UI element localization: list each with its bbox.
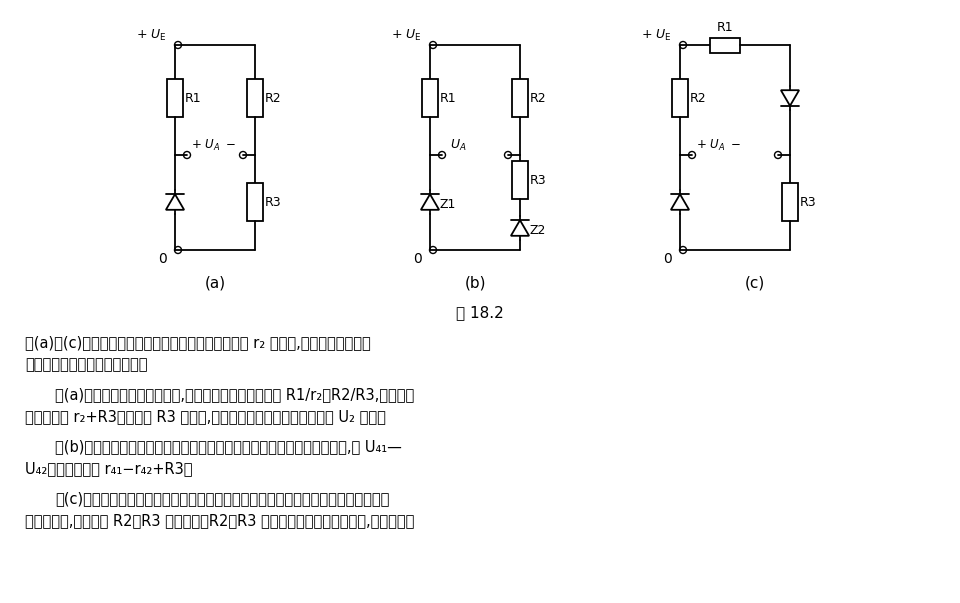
Bar xyxy=(710,37,740,52)
Text: 0: 0 xyxy=(663,252,672,266)
Bar xyxy=(782,183,798,221)
Text: (b): (b) xyxy=(465,275,486,290)
Text: 出电阻约为 r₂+R3。为降低 R3 上压降,输出电压应同稳压管的工作电压 U₂ 相等。: 出电阻约为 r₂+R3。为降低 R3 上压降,输出电压应同稳压管的工作电压 U₂… xyxy=(25,409,386,424)
Text: $+\ U_{\rm E}$: $+\ U_{\rm E}$ xyxy=(392,28,422,43)
Text: R1: R1 xyxy=(440,92,457,104)
Bar xyxy=(512,79,528,117)
Text: U₄₂。输出电阻为 r₄₁−r₄₂+R3。: U₄₂。输出电阻为 r₄₁−r₄₂+R3。 xyxy=(25,461,193,476)
Text: R1: R1 xyxy=(717,21,733,34)
Text: R2: R2 xyxy=(530,92,546,104)
Text: 0: 0 xyxy=(413,252,422,266)
Text: $U_A$: $U_A$ xyxy=(450,138,467,153)
Text: 图(b)电路特别适于稳定低电压。输出电压约等于两个稳压管工作电压之差,即 U₄₁—: 图(b)电路特别适于稳定低电压。输出电压约等于两个稳压管工作电压之差,即 U₄₁… xyxy=(55,439,402,454)
Bar xyxy=(512,161,528,199)
Text: $+\ U_A\ -$: $+\ U_A\ -$ xyxy=(191,138,236,153)
Text: 图(a)电路负载接在桥对角线上,在稳压范围中点满足条件 R1/r₂＝R2/R3,电路的输: 图(a)电路负载接在桥对角线上,在稳压范围中点满足条件 R1/r₂＝R2/R3,… xyxy=(55,387,415,402)
Text: $+\ U_A\ -$: $+\ U_A\ -$ xyxy=(696,138,741,153)
Text: 0: 0 xyxy=(158,252,167,266)
Text: (a): (a) xyxy=(204,275,226,290)
Text: 图(c)电路只适于输入电压和输出电压之间差値很小的情况。两个稳压管的工作电压应: 图(c)电路只适于输入电压和输出电压之间差値很小的情况。两个稳压管的工作电压应 xyxy=(55,491,390,506)
Bar xyxy=(247,183,263,221)
Text: 尽可能相等,两个电阻 R2、R3 也应相等。R2、R3 电阻的选择在工作区域中点,稳压管内阻: 尽可能相等,两个电阻 R2、R3 也应相等。R2、R3 电阻的选择在工作区域中点… xyxy=(25,513,415,528)
Bar xyxy=(247,79,263,117)
Text: R1: R1 xyxy=(185,92,202,104)
Text: 衡情况下有无限大的稳压系数。: 衡情况下有无限大的稳压系数。 xyxy=(25,357,148,372)
Text: R2: R2 xyxy=(265,92,281,104)
Text: $+\ U_{\rm E}$: $+\ U_{\rm E}$ xyxy=(136,28,167,43)
Text: R3: R3 xyxy=(265,195,281,209)
Bar xyxy=(422,79,438,117)
Text: 图(a)～(c)电路可有很高的稳压系数。如果稳压管内阻 r₂ 是常数,则在保持桥精确平: 图(a)～(c)电路可有很高的稳压系数。如果稳压管内阻 r₂ 是常数,则在保持桥… xyxy=(25,335,371,350)
Bar xyxy=(167,79,183,117)
Text: Z1: Z1 xyxy=(440,198,456,210)
Text: Z2: Z2 xyxy=(530,224,546,236)
Text: 图 18.2: 图 18.2 xyxy=(456,305,504,320)
Text: R2: R2 xyxy=(690,92,707,104)
Text: R3: R3 xyxy=(530,174,546,186)
Bar xyxy=(672,79,688,117)
Text: R3: R3 xyxy=(800,195,817,209)
Text: (c): (c) xyxy=(745,275,765,290)
Text: $+\ U_{\rm E}$: $+\ U_{\rm E}$ xyxy=(641,28,672,43)
